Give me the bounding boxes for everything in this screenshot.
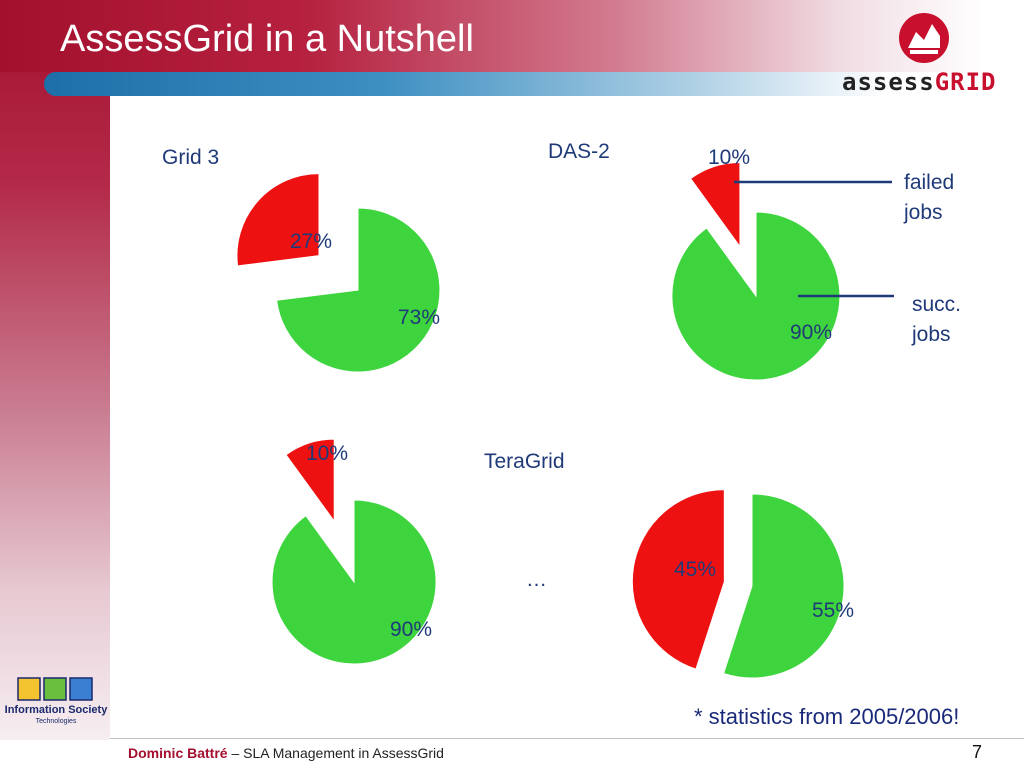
chart-title-grid3: Grid 3 bbox=[162, 146, 220, 169]
chart-title-das2: DAS-2 bbox=[548, 140, 610, 163]
legend-failed-jobs: failed jobs bbox=[904, 171, 955, 224]
slice-label-failed-das2: 10% bbox=[708, 146, 750, 169]
page-number: 7 bbox=[972, 742, 983, 762]
footer-talk-title: SLA Management in AssessGrid bbox=[243, 745, 444, 761]
slice-label-failed-teragrid: 10% bbox=[306, 442, 348, 465]
ist-logo-subtitle: Technologies bbox=[35, 718, 77, 725]
footer-author: Dominic Battré bbox=[128, 745, 228, 761]
footer-divider bbox=[110, 738, 1024, 739]
logo-wordmark-grid: GRID bbox=[934, 68, 997, 96]
slice-label-succeeded-grid3: 73% bbox=[398, 306, 440, 329]
assessgrid-logo: assessGRID bbox=[838, 10, 1018, 100]
slice-label-succeeded-teragrid: 90% bbox=[390, 618, 432, 641]
ellipsis: … bbox=[526, 568, 547, 591]
slice-label-succeeded-other: 55% bbox=[812, 599, 854, 622]
ist-logo: Information Society Technologies bbox=[4, 676, 108, 730]
assessgrid-emblem-icon bbox=[899, 13, 949, 63]
slice-label-failed-grid3: 27% bbox=[290, 230, 332, 253]
slice-label-failed-other: 45% bbox=[674, 558, 716, 581]
header-band bbox=[0, 0, 1024, 72]
slide-title: AssessGrid in a Nutshell bbox=[60, 18, 474, 60]
chart-title-teragrid: TeraGrid bbox=[484, 450, 565, 473]
logo-wordmark: assessGRID bbox=[842, 68, 997, 96]
pie-slice-succeeded-das2 bbox=[671, 211, 841, 381]
pie-slice-succeeded-teragrid bbox=[271, 499, 437, 665]
ist-logo-title: Information Society bbox=[4, 704, 108, 716]
footer: Dominic Battré – SLA Management in Asses… bbox=[128, 745, 444, 761]
pie-slice-succeeded-grid3 bbox=[276, 207, 441, 373]
title-underline-bar bbox=[44, 72, 890, 96]
pie-slice-failed-teragrid bbox=[285, 438, 335, 523]
slice-label-succeeded-das2: 90% bbox=[790, 321, 832, 344]
pie-slice-failed-grid3 bbox=[236, 173, 320, 267]
pie-slice-failed-other bbox=[631, 489, 725, 670]
pie-slice-succeeded-other bbox=[722, 493, 845, 679]
logo-wordmark-assess: assess bbox=[842, 68, 935, 96]
footer-separator: – bbox=[227, 745, 244, 761]
ist-emblem-icon bbox=[17, 677, 93, 701]
legend-succ-jobs: succ. jobs bbox=[912, 293, 962, 346]
statistics-note: * statistics from 2005/2006! bbox=[694, 704, 960, 729]
sidebar-gradient bbox=[0, 0, 110, 740]
pie-slice-failed-das2 bbox=[689, 161, 741, 249]
